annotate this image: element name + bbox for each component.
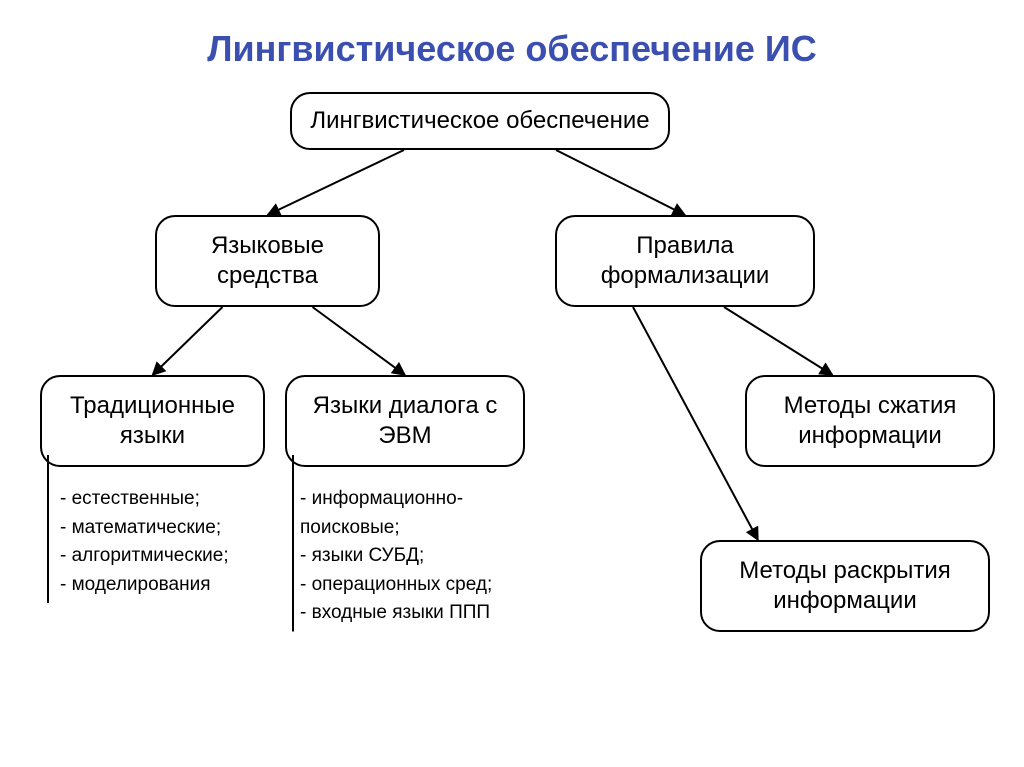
node-root: Лингвистическое обеспечение — [290, 92, 670, 150]
node-label: Методы раскрытияинформации — [739, 556, 950, 616]
page-title: Лингвистическое обеспечение ИС — [0, 28, 1024, 70]
diagram-canvas: Лингвистическое обеспечение ИС Лингвисти… — [0, 0, 1024, 767]
node-disc: Методы раскрытияинформации — [700, 540, 990, 632]
node-trad: Традиционныеязыки — [40, 375, 265, 467]
node-lang: Языковыесредства — [155, 215, 380, 307]
node-dialog: Языки диалога сЭВМ — [285, 375, 525, 467]
node-label: Языки диалога сЭВМ — [313, 391, 498, 451]
node-label: Правилаформализации — [601, 231, 770, 291]
node-label: Методы сжатияинформации — [784, 391, 957, 451]
node-rules: Правилаформализации — [555, 215, 815, 307]
bullets-trad: - естественные;- математические;- алгори… — [60, 485, 290, 599]
node-label: Языковыесредства — [211, 231, 324, 291]
node-label: Лингвистическое обеспечение — [310, 106, 649, 136]
node-label: Традиционныеязыки — [70, 391, 235, 451]
node-compr: Методы сжатияинформации — [745, 375, 995, 467]
bullets-dialog: - информационно-поисковые;- языки СУБД;-… — [300, 485, 560, 628]
